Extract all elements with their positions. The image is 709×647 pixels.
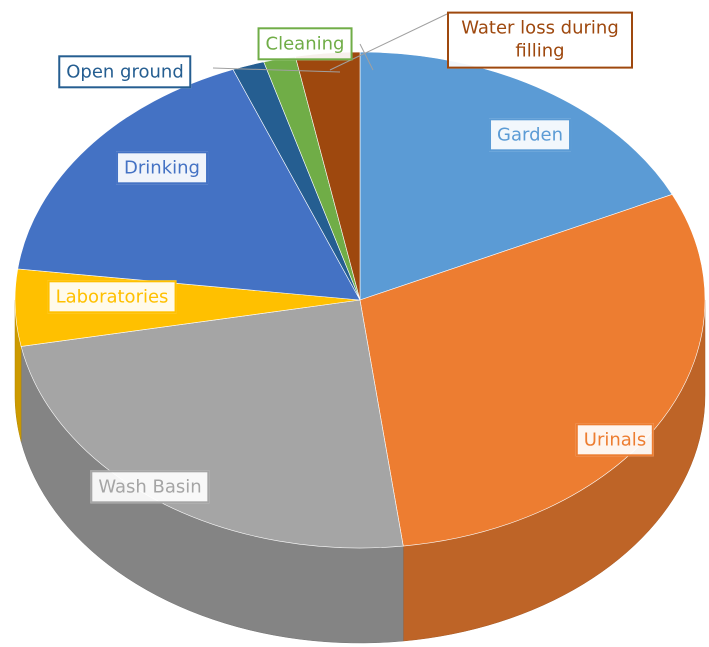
slice-label: Drinking (116, 151, 208, 185)
slice-label: Water loss during filling (447, 11, 633, 69)
slice-label: Open ground (58, 55, 192, 89)
slice (359, 51, 673, 301)
slice-label: Wash Basin (90, 470, 210, 504)
slice (359, 194, 706, 547)
slice-label: Urinals (575, 423, 655, 457)
leader-line (212, 67, 341, 73)
slice-label: Cleaning (257, 27, 353, 61)
slice-label: Laboratories (47, 280, 177, 314)
leader-line (359, 43, 374, 71)
slice-label: Garden (489, 118, 571, 152)
slice (17, 69, 361, 301)
